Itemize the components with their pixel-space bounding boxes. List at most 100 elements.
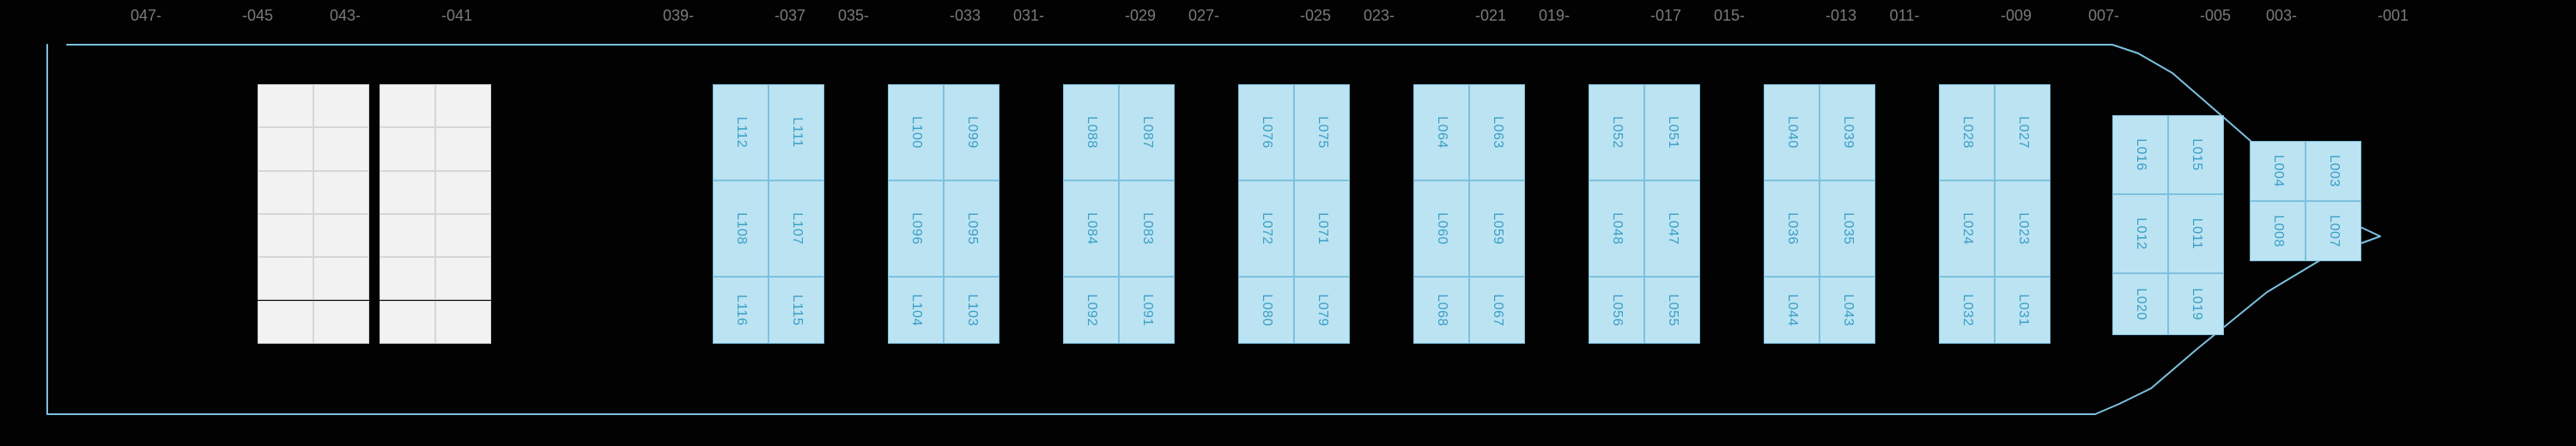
cargo-cell[interactable]: L048 (1589, 180, 1644, 277)
cargo-cell[interactable]: L015 (2168, 115, 2224, 194)
cargo-cell[interactable]: L095 (944, 180, 999, 277)
cargo-cell-label: L031 (2015, 294, 2031, 327)
cargo-cell[interactable]: L039 (1820, 84, 1875, 180)
cargo-cell[interactable]: L068 (1413, 277, 1469, 344)
empty-cell (313, 84, 369, 127)
cargo-cell[interactable]: L008 (2250, 201, 2306, 261)
cargo-cell[interactable]: L100 (888, 84, 944, 180)
cargo-cell[interactable]: L011 (2168, 194, 2224, 273)
cargo-cell[interactable]: L043 (1820, 277, 1875, 344)
cargo-cell[interactable]: L064 (1413, 84, 1469, 180)
cargo-cell[interactable]: L087 (1119, 84, 1175, 180)
cargo-cell[interactable]: L016 (2112, 115, 2168, 194)
cargo-cell[interactable]: L019 (2168, 273, 2224, 335)
cargo-cell[interactable]: L055 (1644, 277, 1700, 344)
empty-cell (258, 214, 313, 257)
cargo-cell[interactable]: L092 (1063, 277, 1119, 344)
cargo-cell-label: L079 (1315, 294, 1330, 327)
cargo-cell[interactable]: L115 (769, 277, 824, 344)
bay-015: L040 L039 L036 L035L044 L043 (1764, 84, 1875, 344)
cargo-cell[interactable]: L104 (888, 277, 944, 344)
cargo-cell-label: L036 (1784, 212, 1800, 245)
bay-header-label: 003- (2266, 7, 2297, 25)
cargo-cell[interactable]: L044 (1764, 277, 1820, 344)
cargo-cell-label: L063 (1490, 116, 1505, 149)
empty-cell (313, 127, 369, 170)
empty-cell (258, 171, 313, 214)
cargo-cell[interactable]: L028 (1939, 84, 1995, 180)
cargo-cell[interactable]: L091 (1119, 277, 1175, 344)
cargo-cell-label: L071 (1315, 212, 1330, 245)
cargo-cell[interactable]: L036 (1764, 180, 1820, 277)
cargo-cell-label: L047 (1665, 212, 1680, 245)
cargo-cell[interactable]: L067 (1469, 277, 1525, 344)
cargo-cell[interactable]: L012 (2112, 194, 2168, 273)
cargo-cell[interactable]: L004 (2250, 141, 2306, 201)
cargo-cell[interactable]: L031 (1995, 277, 2050, 344)
cargo-cell[interactable]: L060 (1413, 180, 1469, 277)
cargo-cell[interactable]: L040 (1764, 84, 1820, 180)
bay-header-label: -013 (1826, 7, 1856, 25)
cargo-cell-label: L020 (2133, 288, 2148, 321)
cargo-cell-label: L055 (1665, 294, 1680, 327)
cargo-cell[interactable]: L080 (1238, 277, 1294, 344)
cargo-cell[interactable]: L032 (1939, 277, 1995, 344)
cargo-cell[interactable]: L020 (2112, 273, 2168, 335)
bay-023: L064 L063 L060L059 L068 L067 (1413, 84, 1525, 344)
cargo-cell[interactable]: L088 (1063, 84, 1119, 180)
cargo-cell-label: L008 (2270, 215, 2286, 247)
cargo-cell-label: L004 (2270, 155, 2286, 187)
cargo-cell-label: L116 (733, 295, 749, 326)
bay-header-label: -041 (441, 7, 472, 25)
cargo-cell[interactable]: L063 (1469, 84, 1525, 180)
empty-cell (258, 84, 313, 127)
cargo-cell[interactable]: L059 (1469, 180, 1525, 277)
cargo-cell-label: L043 (1840, 294, 1856, 327)
bay-header-label: -021 (1475, 7, 1506, 25)
cargo-cell[interactable]: L007 (2306, 201, 2361, 261)
cargo-cell[interactable]: L035 (1820, 180, 1875, 277)
cargo-cell[interactable]: L108 (713, 180, 769, 277)
cargo-cell[interactable]: L023 (1995, 180, 2050, 277)
cargo-cell[interactable]: L099 (944, 84, 999, 180)
empty-cell (435, 257, 491, 300)
bay-035: L100L099L096L095L104L103 (888, 84, 999, 344)
cargo-cell-label: L108 (733, 212, 749, 245)
cargo-cell[interactable]: L116 (713, 277, 769, 344)
cargo-cell-label: L084 (1084, 212, 1099, 245)
cargo-cell[interactable]: L003 (2306, 141, 2361, 201)
cargo-cell[interactable]: L052 (1589, 84, 1644, 180)
empty-cell (435, 301, 491, 344)
cargo-cell[interactable]: L079 (1294, 277, 1350, 344)
cargo-cell[interactable]: L027 (1995, 84, 2050, 180)
cargo-cell-label: L092 (1084, 294, 1099, 327)
cargo-cell[interactable]: L096 (888, 180, 944, 277)
empty-cell (380, 84, 435, 127)
bay-039: L112 L111 L108 L107 L116 L115 (713, 84, 824, 344)
cargo-cell[interactable]: L112 (713, 84, 769, 180)
bay-header-label: -009 (2001, 7, 2032, 25)
cargo-cell[interactable]: L084 (1063, 180, 1119, 277)
bay-header-label: 023- (1364, 7, 1394, 25)
cargo-cell[interactable]: L051 (1644, 84, 1700, 180)
cargo-cell[interactable]: L075 (1294, 84, 1350, 180)
cargo-cell[interactable]: L107 (769, 180, 824, 277)
cargo-cell[interactable]: L047 (1644, 180, 1700, 277)
bay-header-label: -033 (950, 7, 981, 25)
cargo-cell[interactable]: L103 (944, 277, 999, 344)
cargo-cell[interactable]: L083 (1119, 180, 1175, 277)
cargo-cell[interactable]: L024 (1939, 180, 1995, 277)
cargo-cell-label: L027 (2015, 116, 2031, 149)
cargo-cell-label: L040 (1784, 116, 1800, 149)
cargo-cell[interactable]: L071 (1294, 180, 1350, 277)
bay-header-label: -029 (1125, 7, 1156, 25)
cargo-cell[interactable]: L072 (1238, 180, 1294, 277)
empty-cell (380, 301, 435, 344)
cargo-cell-label: L111 (789, 117, 805, 147)
cargo-cell[interactable]: L056 (1589, 277, 1644, 344)
cargo-cell[interactable]: L111 (769, 84, 824, 180)
cargo-cell[interactable]: L076 (1238, 84, 1294, 180)
cargo-cell-label: L068 (1434, 294, 1449, 327)
cargo-cell-label: L067 (1490, 294, 1505, 327)
cargo-cell-label: L064 (1434, 116, 1449, 149)
